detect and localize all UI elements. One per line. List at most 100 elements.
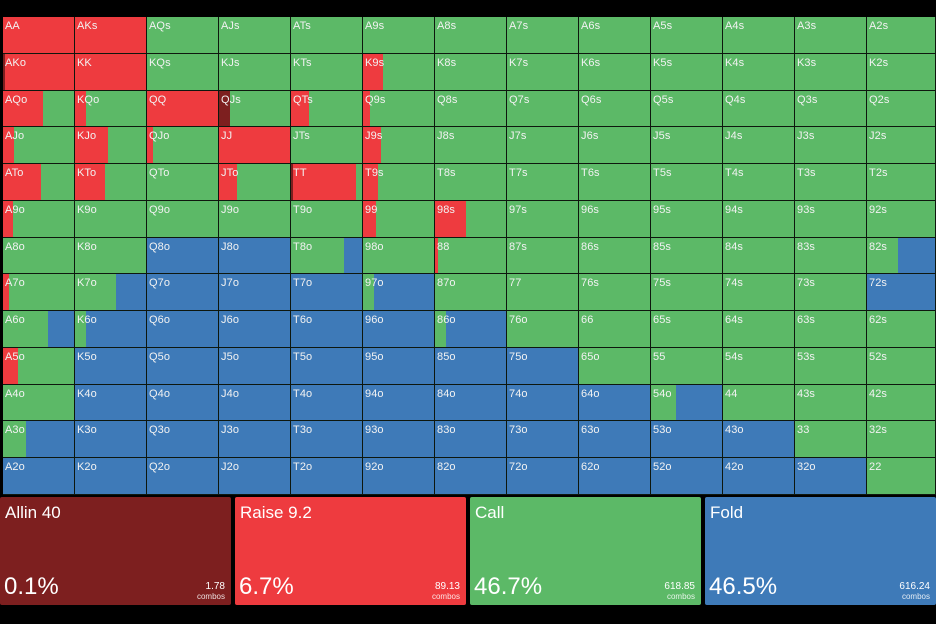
hand-cell[interactable]: AKo (3, 53, 75, 91)
hand-cell[interactable]: 84s (723, 237, 795, 275)
hand-cell[interactable]: 84o (435, 384, 507, 422)
hand-cell[interactable]: AQo (3, 90, 75, 128)
hand-cell[interactable]: K9o (75, 200, 147, 238)
hand-cell[interactable]: 76o (507, 311, 579, 348)
hand-cell[interactable]: AKs (75, 17, 147, 54)
hand-cell[interactable]: A7s (507, 17, 579, 54)
hand-cell[interactable]: 95s (651, 200, 723, 238)
hand-cell[interactable]: A6s (579, 17, 651, 54)
hand-cell[interactable]: Q2o (147, 458, 219, 495)
hand-cell[interactable]: J8s (435, 127, 507, 165)
hand-cell[interactable]: K6s (579, 53, 651, 91)
hand-cell[interactable]: J5o (219, 347, 291, 385)
hand-cell[interactable]: JTs (291, 127, 363, 165)
hand-cell[interactable]: QTs (291, 90, 363, 128)
hand-cell[interactable]: QTo (147, 164, 219, 201)
hand-cell[interactable]: 88 (435, 237, 507, 275)
hand-cell[interactable]: 95o (363, 347, 435, 385)
hand-cell[interactable]: 33 (795, 421, 867, 459)
hand-cell[interactable]: J6o (219, 311, 291, 348)
hand-cell[interactable]: 99 (363, 200, 435, 238)
hand-cell[interactable]: T6s (579, 164, 651, 201)
hand-cell[interactable]: T5s (651, 164, 723, 201)
hand-cell[interactable]: A3s (795, 17, 867, 54)
hand-cell[interactable]: T9o (291, 200, 363, 238)
hand-cell[interactable]: KTs (291, 53, 363, 91)
hand-cell[interactable]: Q9s (363, 90, 435, 128)
hand-cell[interactable]: 75s (651, 274, 723, 312)
hand-cell[interactable]: 54s (723, 347, 795, 385)
summary-fold[interactable]: Fold 46.5% 616.24 combos (705, 497, 936, 605)
hand-cell[interactable]: Q4s (723, 90, 795, 128)
hand-cell[interactable]: QJs (219, 90, 291, 128)
hand-cell[interactable]: Q3s (795, 90, 867, 128)
hand-cell[interactable]: A7o (3, 274, 75, 312)
hand-cell[interactable]: A2o (3, 458, 75, 495)
hand-cell[interactable]: K7o (75, 274, 147, 312)
hand-cell[interactable]: ATs (291, 17, 363, 54)
hand-cell[interactable]: 62o (579, 458, 651, 495)
hand-cell[interactable]: K8s (435, 53, 507, 91)
hand-cell[interactable]: A5s (651, 17, 723, 54)
hand-cell[interactable]: AJs (219, 17, 291, 54)
hand-cell[interactable]: 32o (795, 458, 867, 495)
hand-cell[interactable]: J3s (795, 127, 867, 165)
hand-cell[interactable]: A5o (3, 347, 75, 385)
hand-cell[interactable]: J4s (723, 127, 795, 165)
hand-cell[interactable]: Q8s (435, 90, 507, 128)
hand-cell[interactable]: 73o (507, 421, 579, 459)
hand-cell[interactable]: T9s (363, 164, 435, 201)
hand-cell[interactable]: K7s (507, 53, 579, 91)
hand-cell[interactable]: AJo (3, 127, 75, 165)
hand-cell[interactable]: J5s (651, 127, 723, 165)
hand-cell[interactable]: 32s (867, 421, 936, 459)
hand-cell[interactable]: QQ (147, 90, 219, 128)
hand-cell[interactable]: K3o (75, 421, 147, 459)
hand-cell[interactable]: 42o (723, 458, 795, 495)
hand-cell[interactable]: Q3o (147, 421, 219, 459)
hand-cell[interactable]: 92s (867, 200, 936, 238)
summary-raise[interactable]: Raise 9.2 6.7% 89.13 combos (235, 497, 466, 605)
hand-cell[interactable]: 54o (651, 384, 723, 422)
hand-cell[interactable]: 76s (579, 274, 651, 312)
hand-cell[interactable]: T2s (867, 164, 936, 201)
hand-cell[interactable]: T7s (507, 164, 579, 201)
hand-cell[interactable]: 96o (363, 311, 435, 348)
hand-cell[interactable]: KTo (75, 164, 147, 201)
hand-cell[interactable]: J7o (219, 274, 291, 312)
hand-cell[interactable]: KK (75, 53, 147, 91)
hand-cell[interactable]: T8s (435, 164, 507, 201)
hand-cell[interactable]: JTo (219, 164, 291, 201)
hand-cell[interactable]: A4o (3, 384, 75, 422)
hand-cell[interactable]: ATo (3, 164, 75, 201)
hand-cell[interactable]: A9s (363, 17, 435, 54)
hand-cell[interactable]: 97s (507, 200, 579, 238)
hand-cell[interactable]: Q2s (867, 90, 936, 128)
hand-cell[interactable]: 43o (723, 421, 795, 459)
hand-cell[interactable]: JJ (219, 127, 291, 165)
hand-cell[interactable]: Q5o (147, 347, 219, 385)
hand-cell[interactable]: 43s (795, 384, 867, 422)
hand-cell[interactable]: 94o (363, 384, 435, 422)
hand-cell[interactable]: 93o (363, 421, 435, 459)
hand-cell[interactable]: Q9o (147, 200, 219, 238)
hand-cell[interactable]: 63o (579, 421, 651, 459)
hand-cell[interactable]: 96s (579, 200, 651, 238)
hand-cell[interactable]: T4s (723, 164, 795, 201)
hand-cell[interactable]: Q7o (147, 274, 219, 312)
hand-cell[interactable]: 74s (723, 274, 795, 312)
hand-cell[interactable]: 55 (651, 347, 723, 385)
hand-cell[interactable]: 85o (435, 347, 507, 385)
hand-cell[interactable]: 66 (579, 311, 651, 348)
hand-cell[interactable]: 64s (723, 311, 795, 348)
hand-cell[interactable]: 94s (723, 200, 795, 238)
hand-cell[interactable]: 75o (507, 347, 579, 385)
hand-cell[interactable]: 87o (435, 274, 507, 312)
hand-cell[interactable]: K3s (795, 53, 867, 91)
hand-cell[interactable]: J9o (219, 200, 291, 238)
hand-cell[interactable]: J6s (579, 127, 651, 165)
hand-cell[interactable]: J7s (507, 127, 579, 165)
hand-cell[interactable]: T2o (291, 458, 363, 495)
hand-cell[interactable]: A8o (3, 237, 75, 275)
hand-cell[interactable]: J2s (867, 127, 936, 165)
